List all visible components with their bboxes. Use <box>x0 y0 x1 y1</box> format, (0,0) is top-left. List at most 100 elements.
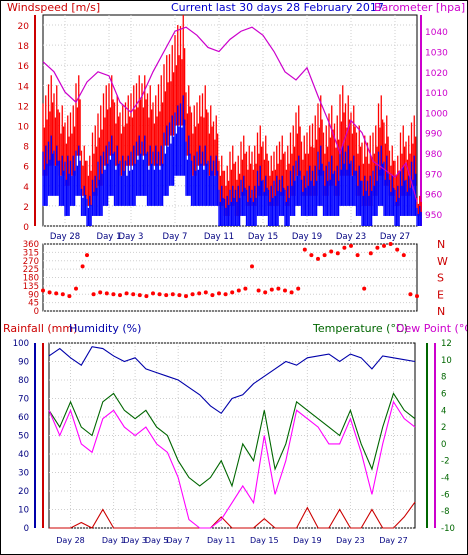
y-tick: 45 <box>28 299 39 309</box>
direction-point <box>375 245 380 250</box>
direction-point <box>54 291 59 296</box>
direction-point <box>223 292 228 297</box>
y-tick-right: 0 <box>441 440 446 450</box>
y-tick-left: 40 <box>18 450 29 460</box>
direction-point <box>408 292 413 297</box>
y-tick-left: 70 <box>18 395 29 405</box>
y-tick-right: -2 <box>441 457 449 467</box>
y-tick-right: -8 <box>441 507 449 517</box>
dewpoint-line <box>48 400 416 529</box>
y-tick-left: 16 <box>18 62 30 72</box>
direction-point <box>80 264 85 269</box>
y-tick-left: 20 <box>18 487 29 497</box>
direction-point <box>388 242 393 246</box>
y-tick-right: 1000 <box>425 109 448 119</box>
x-tick-label: Day 1 <box>97 232 122 242</box>
temp-humidity-rain-panel: 0 10 20 30 40 50 60 70 80 90 100 -10 -8 -6 -4 -2 0 2 4 6 8 10… <box>13 339 455 545</box>
y-tick-left: 2 <box>23 203 29 213</box>
direction-point <box>177 293 182 298</box>
direction-point <box>342 245 347 250</box>
rainfall-title: Rainfall (mm) <box>3 322 77 335</box>
direction-point <box>203 290 208 295</box>
direction-point <box>131 292 136 297</box>
y-tick-right: 1010 <box>425 89 448 99</box>
direction-point <box>296 286 301 291</box>
direction-point <box>349 243 353 248</box>
direction-point <box>283 288 287 293</box>
direction-point <box>276 286 281 291</box>
y-tick-right: 2 <box>441 423 446 433</box>
x-tick-label: Day 19 <box>292 232 322 242</box>
direction-point <box>67 294 72 299</box>
direction-point <box>335 251 340 256</box>
x-tick-label: Day 23 <box>336 536 365 545</box>
direction-point <box>47 290 52 295</box>
direction-point <box>243 286 248 291</box>
y-tick-left: 90 <box>18 358 29 368</box>
direction-point <box>230 290 235 295</box>
y-tick-right: 10 <box>441 356 452 366</box>
direction-point <box>415 294 419 299</box>
y-tick-left: 10 <box>18 123 30 133</box>
direction-point <box>289 290 294 295</box>
y-tick: 270 <box>23 257 39 267</box>
direction-point <box>236 288 241 293</box>
x-tick-label: Day 28 <box>50 232 80 242</box>
x-tick-label: Day 1 <box>102 536 125 545</box>
y-tick-right: 12 <box>441 339 452 349</box>
barometer-line <box>42 26 418 202</box>
direction-point <box>269 287 274 292</box>
y-tick-left: 80 <box>18 376 29 386</box>
y-tick: 90 <box>28 290 39 300</box>
y-tick: 360 <box>23 240 39 250</box>
x-tick-label: Day 15 <box>250 536 279 545</box>
direction-point <box>151 291 155 296</box>
x-tick-label: Day 3 <box>123 536 146 545</box>
y-tick-left: 20 <box>18 22 30 32</box>
wind-barometer-panel: 0 2 4 6 8 10 12 14 16 18 20 950 960 970 980 990 1000 1010… <box>18 14 448 242</box>
direction-point <box>382 243 386 248</box>
direction-point <box>74 286 78 291</box>
direction-point <box>190 292 195 297</box>
y-tick-left: 4 <box>23 183 29 193</box>
windspeed-title: Windspeed [m/s] <box>7 1 100 14</box>
x-tick-label: Day 19 <box>293 536 322 545</box>
direction-point <box>85 253 89 258</box>
x-tick-label: Day 11 <box>204 232 234 242</box>
direction-point <box>170 292 175 297</box>
y-tick: 315 <box>23 248 39 258</box>
y-tick-left: 18 <box>18 42 30 52</box>
compass-label: N <box>437 238 445 251</box>
direction-point <box>144 294 149 299</box>
direction-point <box>316 256 320 261</box>
y-tick-left: 10 <box>18 506 29 516</box>
y-tick-right: -4 <box>441 474 449 484</box>
compass-label: E <box>437 288 444 301</box>
direction-point <box>164 293 169 298</box>
direction-point <box>124 291 129 296</box>
y-tick-left: 0 <box>23 223 29 233</box>
y-tick-right: 6 <box>441 389 446 399</box>
direction-point <box>302 247 307 252</box>
y-tick-left: 0 <box>24 524 29 534</box>
y-tick-left: 14 <box>18 82 30 92</box>
y-tick-right: 1020 <box>425 69 448 79</box>
x-tick-label: Day 27 <box>379 536 408 545</box>
x-tick-label: Day 3 <box>119 232 144 242</box>
rain-line <box>49 501 416 529</box>
direction-point <box>111 292 116 297</box>
x-tick-label: Day 5 <box>145 536 168 545</box>
direction-point <box>210 293 215 298</box>
direction-point <box>368 251 373 256</box>
direction-point <box>41 288 45 293</box>
compass-label: W <box>437 255 448 268</box>
y-tick-right: 970 <box>425 170 442 180</box>
temperature-line <box>48 392 416 488</box>
x-tick-label: Day 28 <box>56 536 85 545</box>
direction-point <box>197 291 202 296</box>
direction-point <box>395 247 400 252</box>
x-tick-label: Day 11 <box>207 536 236 545</box>
y-tick-right: 990 <box>425 130 442 140</box>
